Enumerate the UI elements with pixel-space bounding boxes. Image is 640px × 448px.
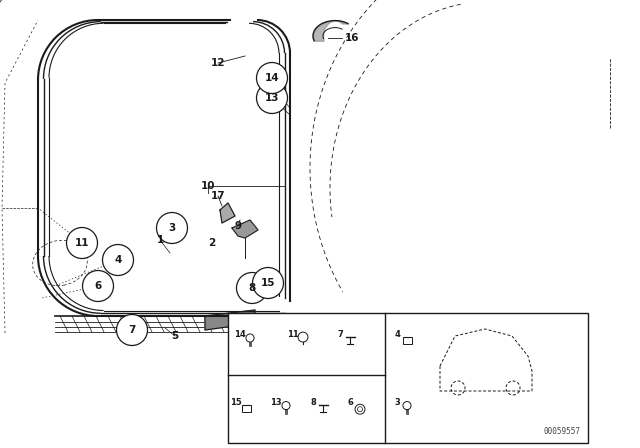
Text: 14: 14 <box>234 330 246 339</box>
Text: 10: 10 <box>201 181 215 191</box>
Circle shape <box>298 332 308 342</box>
Text: 15: 15 <box>260 278 275 288</box>
Text: 6: 6 <box>94 281 102 291</box>
Bar <box>228 313 588 443</box>
Text: 3: 3 <box>168 223 175 233</box>
Text: 12: 12 <box>211 58 225 68</box>
Circle shape <box>257 82 287 113</box>
Circle shape <box>116 314 147 345</box>
Circle shape <box>282 401 290 409</box>
Circle shape <box>403 401 411 409</box>
Bar <box>403 337 412 345</box>
Polygon shape <box>205 310 255 330</box>
Text: 9: 9 <box>234 221 241 231</box>
Text: 4: 4 <box>394 330 400 339</box>
Text: 5: 5 <box>172 331 179 341</box>
Circle shape <box>246 334 254 342</box>
Text: 4: 4 <box>115 255 122 265</box>
Text: 13: 13 <box>270 397 282 406</box>
Text: 7: 7 <box>128 325 136 335</box>
Text: 14: 14 <box>265 73 279 83</box>
Text: 11: 11 <box>287 330 299 339</box>
Text: 16: 16 <box>345 33 359 43</box>
Text: 1: 1 <box>156 235 164 245</box>
Text: 8: 8 <box>248 283 255 293</box>
Text: 11: 11 <box>75 238 89 248</box>
Text: 00059557: 00059557 <box>543 427 580 436</box>
Text: 8: 8 <box>310 397 316 406</box>
Bar <box>241 405 250 412</box>
Text: 13: 13 <box>265 93 279 103</box>
Text: 15: 15 <box>230 397 242 406</box>
Text: 2: 2 <box>209 238 216 248</box>
Circle shape <box>102 245 134 276</box>
Circle shape <box>157 212 188 244</box>
Text: 17: 17 <box>211 191 225 201</box>
Circle shape <box>67 228 97 258</box>
Text: 6: 6 <box>347 397 353 406</box>
Polygon shape <box>232 220 258 238</box>
Circle shape <box>237 272 268 303</box>
Circle shape <box>257 63 287 94</box>
Text: 7: 7 <box>337 330 343 339</box>
Circle shape <box>83 271 113 302</box>
Circle shape <box>253 267 284 298</box>
Polygon shape <box>220 203 235 223</box>
Text: 3: 3 <box>394 397 400 406</box>
